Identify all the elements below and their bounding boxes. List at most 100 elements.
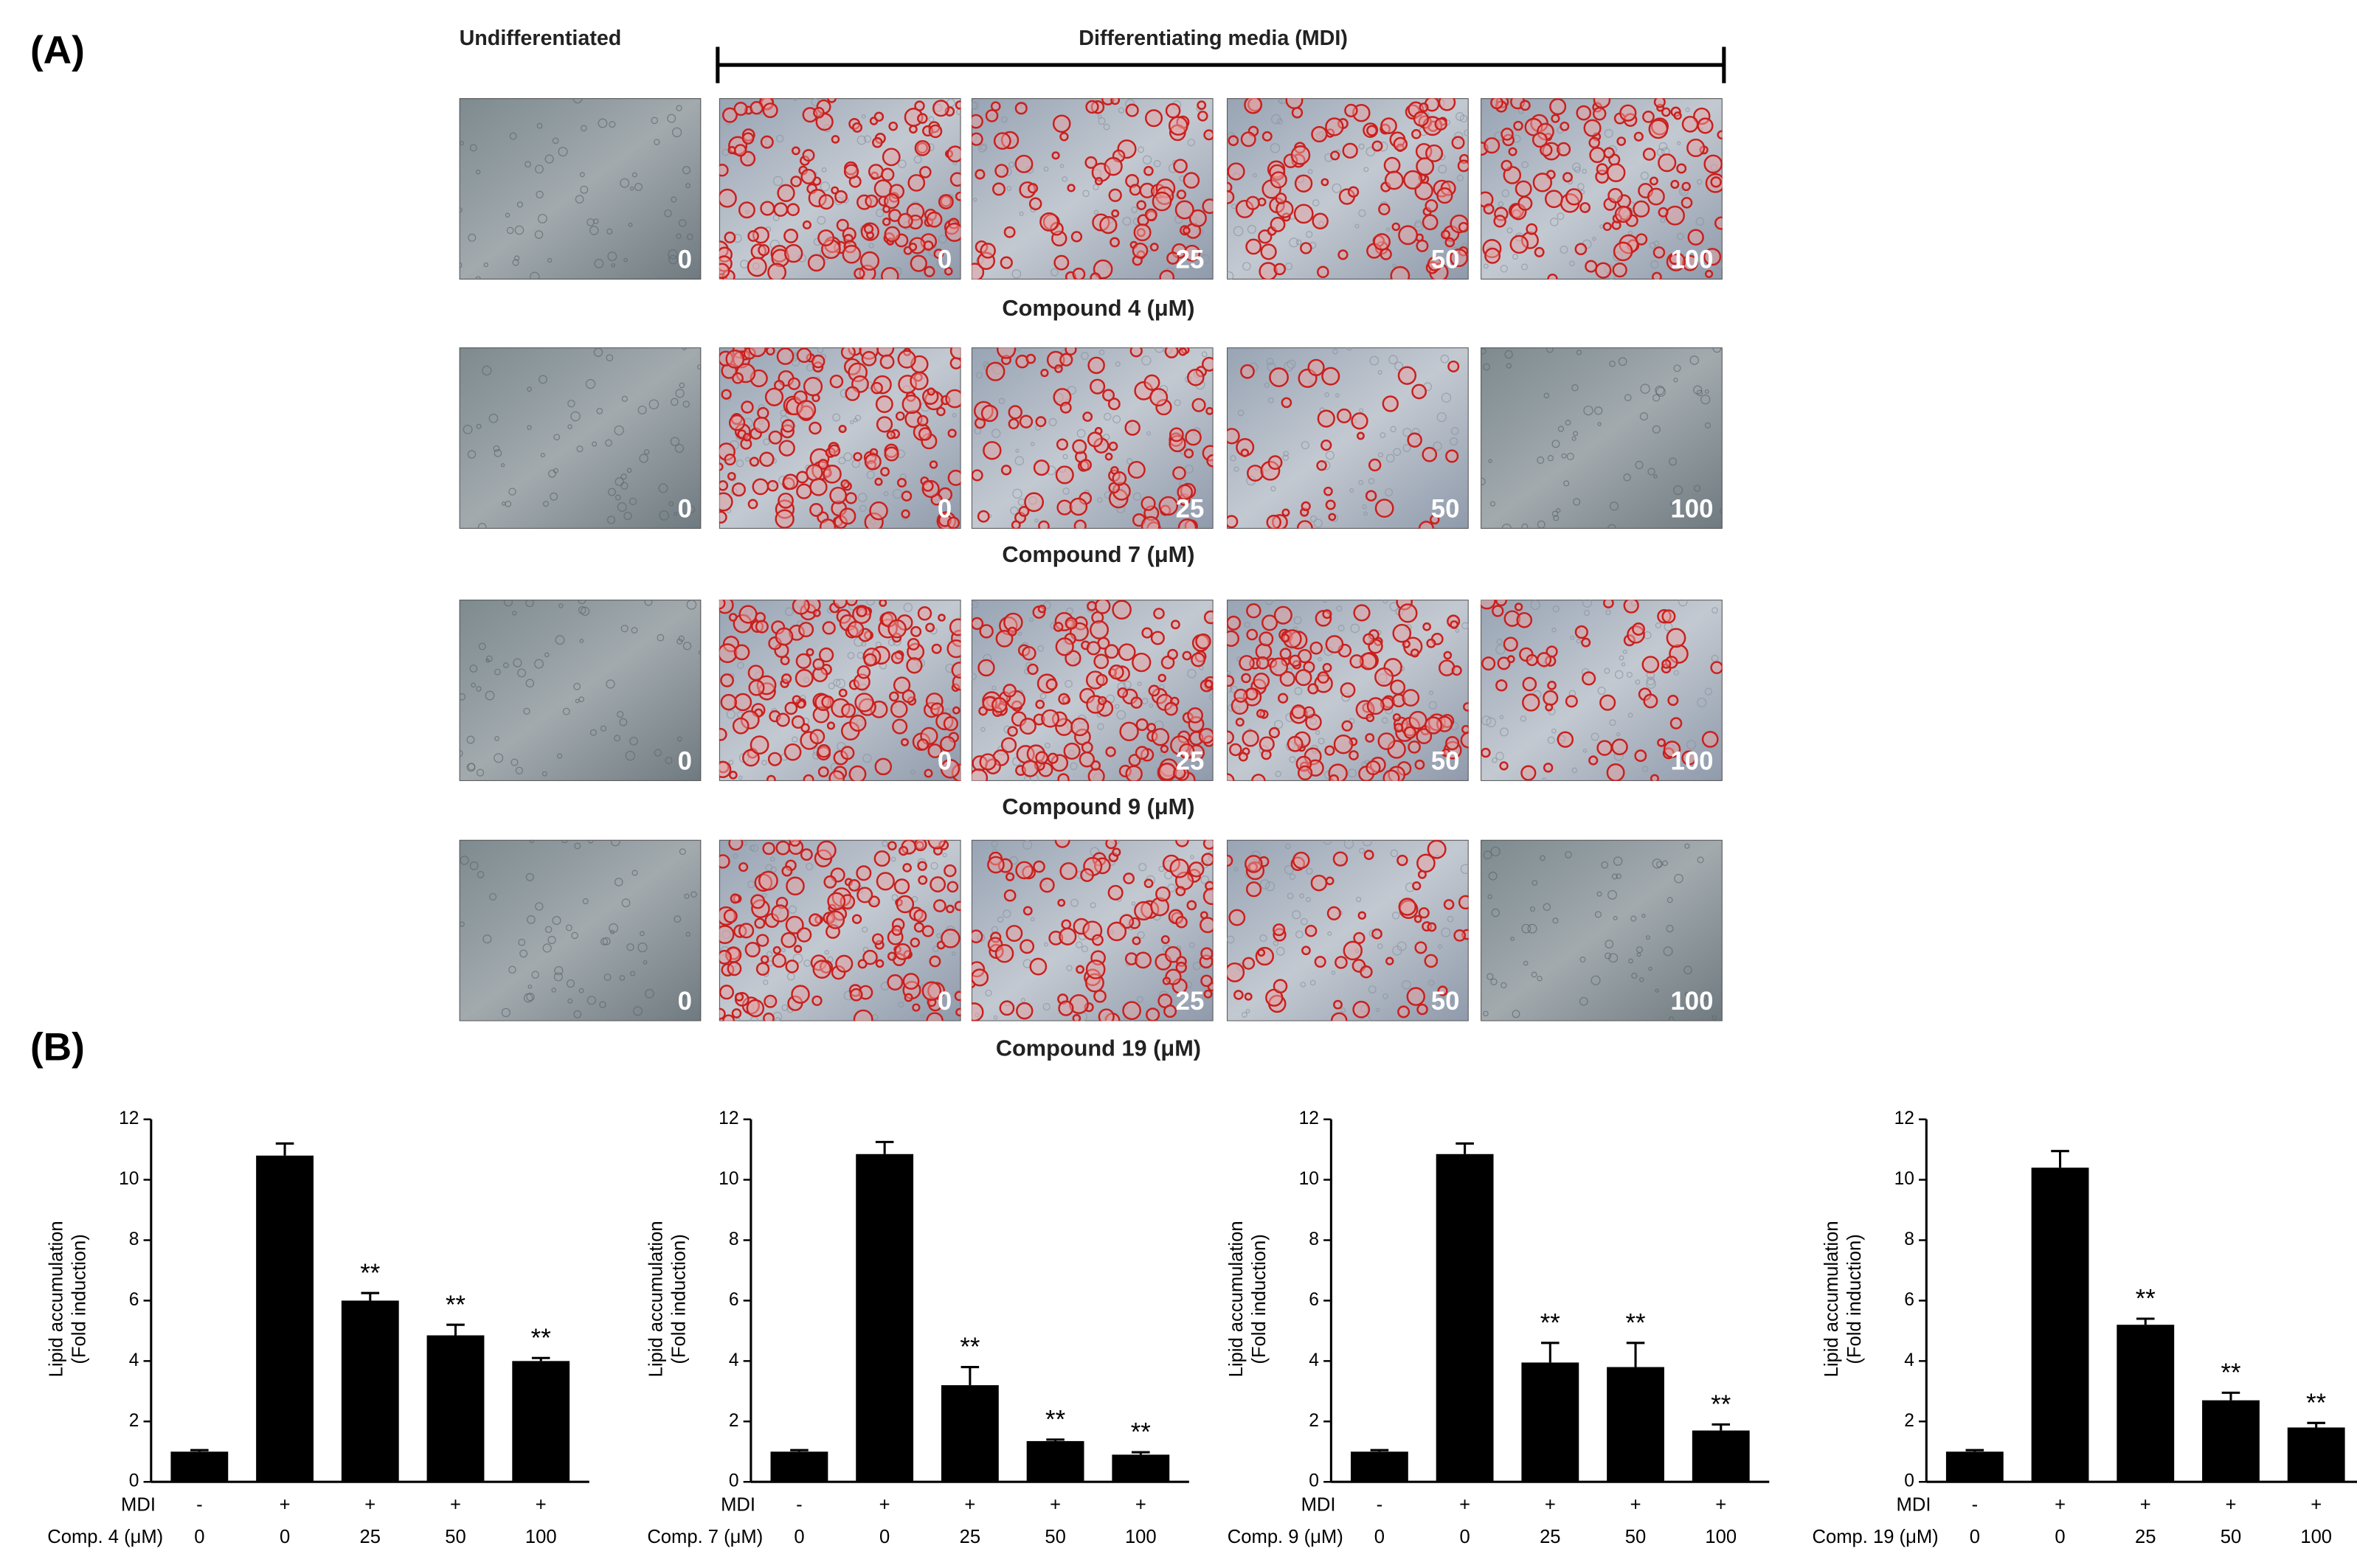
cell bbox=[1112, 415, 1121, 424]
cell bbox=[1697, 856, 1704, 864]
cell bbox=[1098, 349, 1105, 355]
cell bbox=[1601, 861, 1609, 869]
lipid-droplet bbox=[1035, 699, 1045, 710]
cell bbox=[1582, 749, 1588, 753]
cell bbox=[1048, 417, 1057, 426]
lipid-droplet bbox=[1545, 703, 1554, 712]
cell bbox=[942, 853, 947, 858]
lipid-droplet bbox=[1411, 129, 1422, 139]
cell bbox=[1350, 623, 1360, 634]
lipid-droplet bbox=[933, 899, 946, 912]
y-tick-label: 12 bbox=[1894, 1109, 1914, 1128]
cell bbox=[674, 443, 684, 454]
dose-label: 0 bbox=[678, 987, 692, 1016]
lipid-droplet bbox=[917, 113, 928, 124]
lipid-droplet bbox=[724, 453, 736, 466]
lipid-droplet bbox=[1418, 907, 1430, 919]
lipid-droplet bbox=[761, 955, 769, 964]
lipid-droplet bbox=[1366, 697, 1385, 715]
lipid-droplet bbox=[1170, 620, 1180, 630]
lipid-droplet bbox=[1024, 492, 1045, 513]
lipid-droplet bbox=[1593, 98, 1611, 109]
cell bbox=[678, 635, 685, 642]
cell bbox=[803, 960, 811, 967]
lipid-droplet bbox=[1040, 369, 1049, 378]
cell bbox=[1413, 221, 1424, 232]
lipid-droplet bbox=[835, 954, 854, 973]
cell bbox=[571, 932, 578, 940]
cell bbox=[1574, 166, 1581, 173]
lipid-droplet bbox=[1514, 603, 1523, 611]
cell bbox=[1030, 442, 1035, 447]
lipid-droplet bbox=[1371, 140, 1383, 152]
cell bbox=[502, 502, 506, 506]
lipid-droplet bbox=[1562, 172, 1573, 183]
lipid-droplet bbox=[1157, 673, 1166, 683]
lipid-droplet bbox=[1642, 148, 1656, 161]
lipid-droplet bbox=[1414, 941, 1427, 954]
cell bbox=[1646, 679, 1656, 689]
lipid-droplet bbox=[1022, 645, 1036, 661]
lipid-droplet bbox=[803, 376, 823, 397]
lipid-droplet bbox=[1227, 675, 1235, 687]
lipid-droplet bbox=[980, 243, 996, 259]
lipid-droplet bbox=[1549, 98, 1567, 116]
cell bbox=[557, 753, 563, 759]
lipid-droplet bbox=[1245, 238, 1262, 255]
lipid-droplet bbox=[845, 600, 858, 606]
dose-label: 100 bbox=[1670, 246, 1713, 274]
cell bbox=[1551, 440, 1560, 448]
cell bbox=[1011, 269, 1022, 279]
lipid-droplet bbox=[929, 955, 941, 968]
lipid-droplet bbox=[1301, 946, 1311, 956]
cell bbox=[469, 665, 478, 673]
y-tick-label: 10 bbox=[1894, 1169, 1914, 1189]
cell bbox=[594, 258, 604, 268]
cell bbox=[850, 420, 854, 425]
cell bbox=[1355, 896, 1362, 903]
lipid-droplet bbox=[1437, 985, 1448, 996]
lipid-droplet bbox=[1086, 641, 1101, 656]
cell bbox=[1613, 856, 1623, 866]
lipid-droplet bbox=[796, 347, 812, 364]
lipid-droplet bbox=[809, 421, 822, 435]
cell bbox=[1628, 958, 1633, 964]
lipid-droplet bbox=[1289, 654, 1302, 667]
lipid-droplet bbox=[1380, 117, 1397, 134]
cell bbox=[792, 736, 798, 743]
lipid-droplet bbox=[892, 718, 908, 735]
lipid-droplet bbox=[944, 267, 953, 276]
lipid-droplet bbox=[753, 416, 770, 434]
lipid-droplet bbox=[909, 125, 918, 134]
lipid-droplet bbox=[1427, 839, 1447, 859]
lipid-droplet bbox=[945, 389, 961, 409]
cell bbox=[614, 878, 623, 887]
cell bbox=[1065, 679, 1073, 688]
lipid-droplet bbox=[772, 953, 786, 968]
lipid-droplet bbox=[1325, 876, 1335, 886]
cell bbox=[599, 1001, 606, 1008]
lipid-droplet bbox=[943, 716, 959, 732]
lipid-droplet bbox=[886, 430, 896, 440]
lipid-droplet bbox=[1394, 723, 1404, 733]
lipid-droplet bbox=[813, 106, 825, 119]
lipid-droplet bbox=[767, 263, 787, 280]
cell bbox=[1062, 454, 1068, 459]
lipid-droplet bbox=[728, 771, 738, 780]
lipid-droplet bbox=[1317, 671, 1330, 684]
lipid-droplet bbox=[955, 100, 961, 110]
lipid-droplet bbox=[1059, 132, 1069, 142]
cell bbox=[639, 454, 648, 463]
lipid-droplet bbox=[1509, 235, 1529, 254]
cell bbox=[682, 347, 687, 350]
lipid-droplet bbox=[838, 688, 848, 698]
cell bbox=[459, 749, 463, 757]
lipid-droplet bbox=[987, 856, 1005, 874]
lipid-droplet bbox=[946, 145, 961, 163]
cell bbox=[1460, 864, 1469, 874]
cell bbox=[548, 469, 556, 478]
cell bbox=[1118, 107, 1125, 114]
cell bbox=[488, 413, 499, 423]
lipid-droplet bbox=[1484, 137, 1501, 154]
